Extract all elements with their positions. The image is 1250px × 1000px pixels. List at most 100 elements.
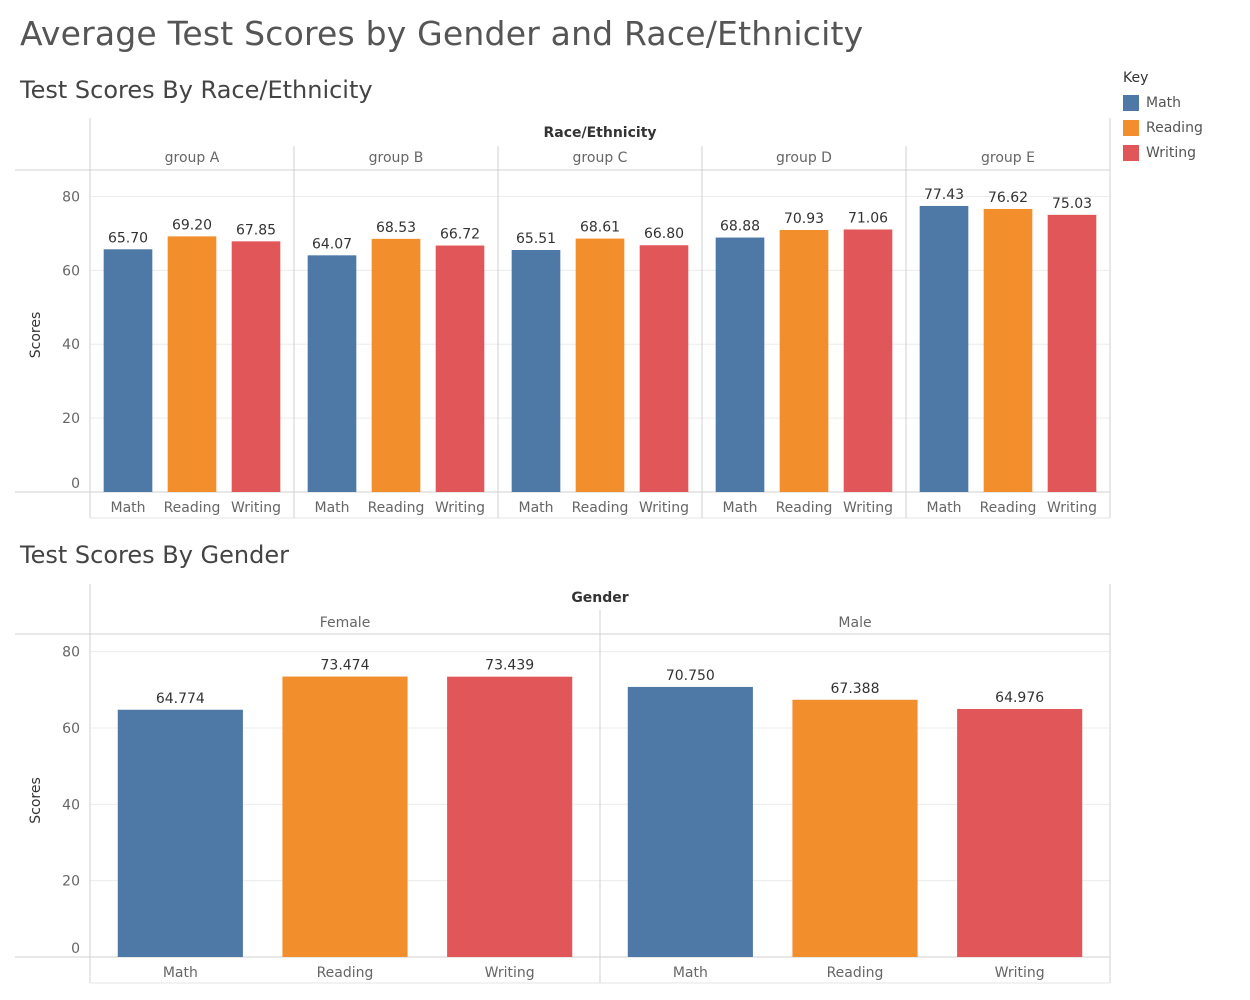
race-chart-title: Test Scores By Race/Ethnicity	[20, 76, 373, 104]
data-label-female-reading: 73.474	[321, 658, 370, 674]
x-tick-label-group-c-writing: Writing	[639, 500, 689, 516]
data-label-male-reading: 67.388	[831, 681, 880, 697]
bar-group-d-writing	[843, 229, 893, 492]
bar-group-a-math	[103, 249, 153, 492]
data-label-group-c-reading: 68.61	[580, 220, 620, 236]
data-label-group-b-writing: 66.72	[440, 227, 480, 243]
legend-label-math: Math	[1146, 94, 1182, 111]
bar-male-writing	[957, 708, 1083, 957]
x-tick-label-group-a-writing: Writing	[231, 500, 281, 516]
bar-male-math	[627, 686, 753, 957]
data-label-female-math: 64.774	[156, 691, 205, 707]
bar-group-c-reading	[575, 238, 625, 492]
x-tick-label-female-math: Math	[163, 965, 198, 981]
x-tick-label-group-e-writing: Writing	[1047, 500, 1097, 516]
x-tick-label-group-e-reading: Reading	[980, 500, 1037, 516]
x-tick-label-group-a-reading: Reading	[164, 500, 221, 516]
group-label-group-b: group B	[369, 150, 424, 166]
group-label-group-d: group D	[776, 150, 832, 166]
x-tick-label-female-writing: Writing	[485, 965, 535, 981]
x-tick-label-group-d-writing: Writing	[843, 500, 893, 516]
legend-label-writing: Writing	[1146, 144, 1196, 161]
data-label-group-d-reading: 70.93	[784, 211, 824, 227]
data-label-male-math: 70.750	[666, 668, 715, 684]
bar-group-a-reading	[167, 236, 217, 492]
y-tick-label: 60	[62, 721, 80, 737]
bar-group-c-writing	[639, 245, 689, 492]
column-header: Race/Ethnicity	[543, 125, 656, 141]
bar-group-b-reading	[371, 238, 421, 492]
y-axis-label: Scores	[28, 777, 44, 824]
data-label-group-c-math: 65.51	[516, 231, 556, 247]
dashboard-title: Average Test Scores by Gender and Race/E…	[20, 14, 864, 53]
bar-group-b-math	[307, 255, 357, 492]
group-label-male: Male	[838, 615, 871, 631]
legend-title: Key	[1123, 70, 1149, 86]
y-tick-label: 40	[62, 797, 80, 813]
y-tick-label: 0	[71, 476, 80, 492]
legend-swatch-writing	[1123, 144, 1139, 161]
group-label-group-a: group A	[165, 150, 220, 166]
data-label-female-writing: 73.439	[485, 658, 534, 674]
legend-swatch-math	[1123, 94, 1139, 111]
data-label-group-d-writing: 71.06	[848, 210, 888, 226]
data-label-group-e-math: 77.43	[924, 187, 964, 203]
x-tick-label-group-b-math: Math	[314, 500, 349, 516]
x-tick-label-male-writing: Writing	[995, 965, 1045, 981]
x-tick-label-male-math: Math	[673, 965, 708, 981]
y-tick-label: 20	[62, 411, 80, 427]
y-tick-label: 80	[62, 189, 80, 205]
x-tick-label-group-a-math: Math	[110, 500, 145, 516]
gender-chart-title: Test Scores By Gender	[20, 541, 289, 569]
column-header: Gender	[571, 590, 628, 606]
x-tick-label-group-b-writing: Writing	[435, 500, 485, 516]
data-label-male-writing: 64.976	[995, 690, 1044, 706]
y-axis-label: Scores	[28, 312, 44, 359]
data-label-group-e-reading: 76.62	[988, 190, 1028, 206]
bar-female-reading	[282, 676, 408, 957]
legend: Key Math Reading Writing	[1123, 70, 1243, 165]
group-label-group-e: group E	[981, 150, 1035, 166]
bar-group-b-writing	[435, 245, 485, 492]
data-label-group-a-reading: 69.20	[172, 217, 212, 233]
bar-male-reading	[792, 699, 918, 957]
bar-group-e-reading	[983, 208, 1033, 492]
x-tick-label-group-c-reading: Reading	[572, 500, 629, 516]
x-tick-label-group-d-reading: Reading	[776, 500, 833, 516]
x-tick-label-female-reading: Reading	[317, 965, 374, 981]
x-tick-label-male-reading: Reading	[827, 965, 884, 981]
data-label-group-a-writing: 67.85	[236, 222, 276, 238]
data-label-group-b-reading: 68.53	[376, 220, 416, 236]
legend-item-math[interactable]: Math	[1123, 90, 1243, 115]
y-tick-label: 0	[71, 941, 80, 957]
y-tick-label: 60	[62, 263, 80, 279]
x-tick-label-group-d-math: Math	[722, 500, 757, 516]
bar-group-c-math	[511, 249, 561, 492]
legend-swatch-reading	[1123, 119, 1139, 136]
bar-group-e-writing	[1047, 214, 1097, 492]
bar-group-e-math	[919, 205, 969, 492]
bar-group-d-reading	[779, 229, 829, 492]
y-tick-label: 80	[62, 645, 80, 661]
legend-item-writing[interactable]: Writing	[1123, 140, 1243, 165]
y-tick-label: 40	[62, 337, 80, 353]
bar-group-a-writing	[231, 241, 281, 492]
bar-female-math	[117, 709, 243, 957]
x-tick-label-group-c-math: Math	[518, 500, 553, 516]
bar-female-writing	[447, 676, 573, 957]
race-ethnicity-chart: Race/Ethnicity 0 20 40 60 80 Scores group A 65.7…	[15, 118, 1111, 519]
group-label-group-c: group C	[573, 150, 628, 166]
x-tick-label-group-b-reading: Reading	[368, 500, 425, 516]
group-label-female: Female	[320, 615, 371, 631]
x-tick-label-group-e-math: Math	[926, 500, 961, 516]
bar-group-d-math	[715, 237, 765, 492]
legend-item-reading[interactable]: Reading	[1123, 115, 1243, 140]
legend-label-reading: Reading	[1146, 119, 1203, 136]
data-label-group-e-writing: 75.03	[1052, 196, 1092, 212]
data-label-group-a-math: 65.70	[108, 230, 148, 246]
data-label-group-b-math: 64.07	[312, 236, 352, 252]
y-tick-label: 20	[62, 874, 80, 890]
data-label-group-d-math: 68.88	[720, 219, 760, 235]
data-label-group-c-writing: 66.80	[644, 226, 684, 242]
